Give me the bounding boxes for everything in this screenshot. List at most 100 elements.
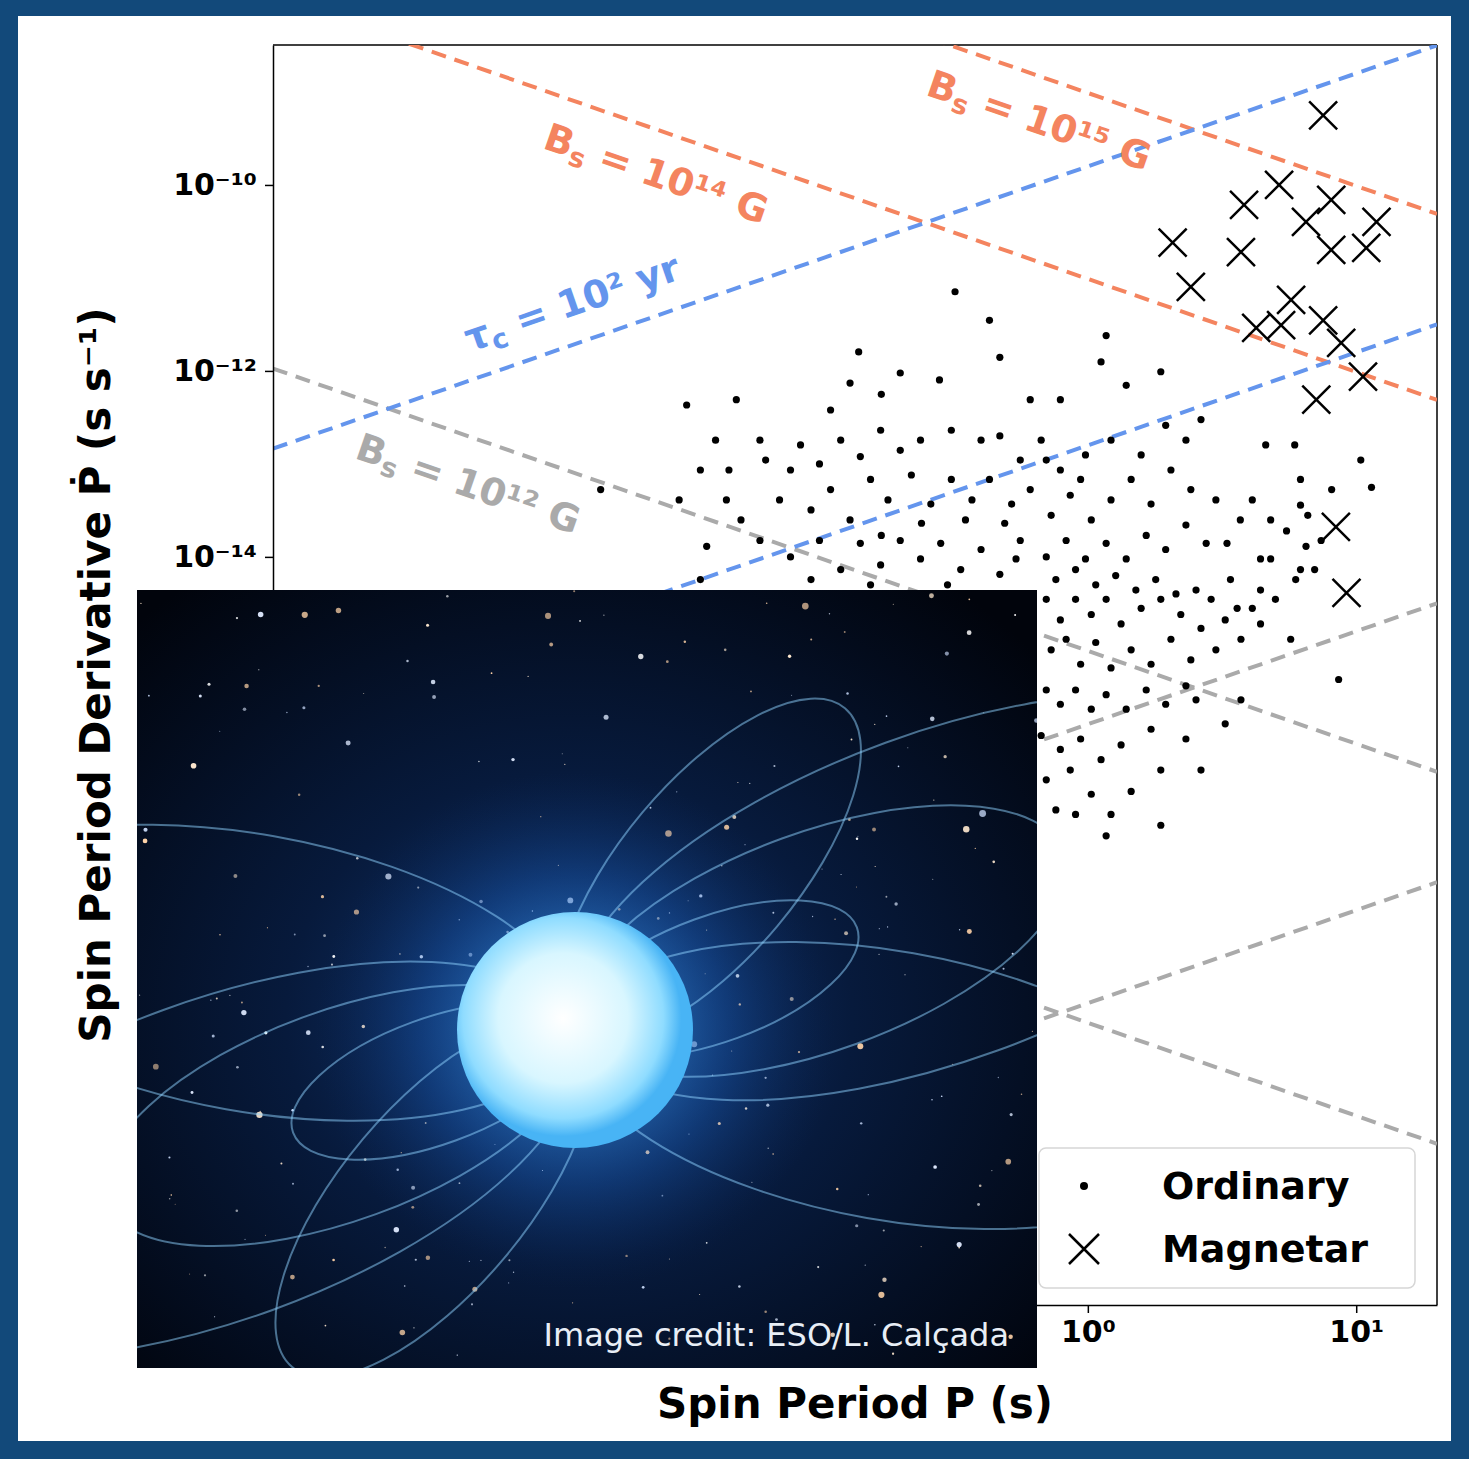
ordinary-point	[1072, 811, 1079, 818]
ordinary-point	[1012, 555, 1019, 562]
star	[905, 974, 906, 975]
ordinary-point	[1117, 620, 1124, 627]
ordinary-point	[1203, 540, 1210, 547]
tick: 10⁻¹²	[173, 353, 273, 388]
ordinary-point	[1143, 686, 1150, 693]
ordinary-point	[996, 354, 1003, 361]
magnetar-point	[1317, 236, 1345, 264]
ordinary-point	[1107, 437, 1114, 444]
star	[356, 857, 359, 860]
ordinary-point	[948, 427, 955, 434]
star	[140, 603, 141, 604]
ordinary-point	[1162, 422, 1169, 429]
star	[684, 640, 686, 642]
ordinary-point	[1302, 543, 1309, 550]
star	[992, 861, 995, 864]
series-x	[1159, 101, 1391, 607]
ordinary-point	[927, 500, 934, 507]
magnetar-point	[1349, 363, 1377, 391]
ordinary-point	[816, 460, 823, 467]
tick: 10¹	[1329, 1305, 1384, 1349]
ordinary-point	[827, 406, 834, 413]
star	[298, 794, 300, 796]
star	[699, 1294, 700, 1295]
ordinary-point	[1001, 520, 1008, 527]
star	[887, 926, 888, 927]
ordinary-point	[986, 317, 993, 324]
ordinary-point	[936, 376, 943, 383]
ordinary-point	[1123, 382, 1130, 389]
ordinary-point	[1304, 512, 1311, 519]
star	[846, 692, 849, 695]
star	[143, 828, 147, 832]
ordinary-point	[1077, 476, 1084, 483]
star	[898, 766, 900, 768]
ordinary-point	[1297, 566, 1304, 573]
star	[750, 691, 752, 693]
ordinary-point	[917, 555, 924, 562]
ordinary-point	[1234, 605, 1241, 612]
ordinary-point	[1262, 441, 1269, 448]
ordinary-point	[917, 437, 924, 444]
ordinary-point	[1097, 358, 1104, 365]
star	[325, 1325, 327, 1327]
ordinary-point	[1257, 555, 1264, 562]
star	[384, 1247, 385, 1248]
ordinary-point	[996, 571, 1003, 578]
star	[292, 1183, 294, 1185]
ordinary-point	[951, 288, 958, 295]
star	[148, 695, 150, 697]
star	[191, 1091, 194, 1094]
ordinary-point	[1249, 605, 1256, 612]
star	[1005, 1159, 1011, 1165]
ordinary-point	[703, 543, 710, 550]
ordinary-point	[1162, 546, 1169, 553]
ordinary-point	[1267, 516, 1274, 523]
ordinary-point	[1157, 822, 1164, 829]
star	[932, 879, 933, 880]
ordinary-point	[867, 476, 874, 483]
ordinary-point	[857, 540, 864, 547]
star	[886, 715, 888, 717]
star	[528, 676, 529, 677]
ordinary-point	[1097, 756, 1104, 763]
star	[773, 765, 775, 767]
ordinary-point	[723, 496, 730, 503]
ordinary-point	[846, 379, 853, 386]
star	[210, 1000, 211, 1001]
ordinary-point	[1088, 611, 1095, 618]
ordinary-point	[1283, 527, 1290, 534]
star	[821, 868, 822, 869]
ordinary-point	[1182, 682, 1189, 689]
tick-label: 10⁰	[1061, 1314, 1116, 1349]
legend-box	[1039, 1148, 1415, 1288]
ordinary-point	[878, 532, 885, 539]
magnetar-point	[1322, 513, 1350, 541]
ordinary-point	[1043, 596, 1050, 603]
star	[236, 1066, 239, 1069]
star	[878, 954, 879, 955]
ordinary-point	[1237, 696, 1244, 703]
star	[332, 1259, 335, 1262]
star	[244, 684, 249, 689]
ordinary-point	[1048, 646, 1055, 653]
ordinary-point	[1212, 646, 1219, 653]
ordinary-point	[837, 566, 844, 573]
star	[233, 874, 237, 878]
magnetar-point	[1352, 234, 1380, 262]
magnetar-point	[1302, 386, 1330, 414]
star	[764, 1310, 767, 1313]
tick-mark	[265, 557, 273, 559]
ordinary-point	[1103, 332, 1110, 339]
star	[979, 810, 986, 817]
magnetar-point	[1177, 273, 1205, 301]
star	[931, 1099, 933, 1101]
star	[836, 1188, 838, 1190]
ordinary-point	[1311, 566, 1318, 573]
ordinary-point	[1072, 596, 1079, 603]
ordinary-point	[1138, 605, 1145, 612]
star	[1014, 614, 1016, 616]
star	[998, 1077, 999, 1078]
ordinary-point	[1103, 596, 1110, 603]
star	[844, 931, 848, 935]
